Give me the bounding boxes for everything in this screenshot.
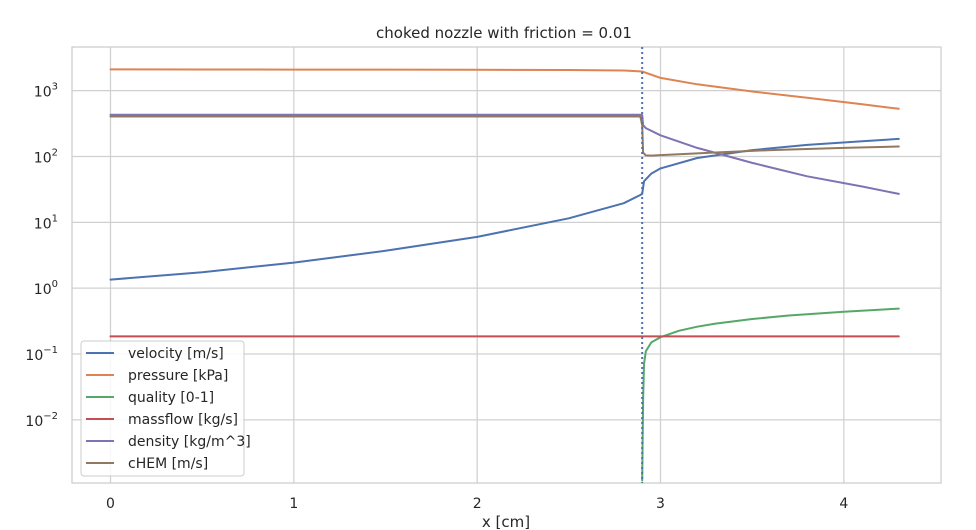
- y-tick-label: 103: [34, 82, 58, 101]
- series-line-2: [109, 68, 900, 110]
- y-tick-label: 10−2: [25, 411, 58, 430]
- x-tick-label: 3: [656, 496, 665, 512]
- x-gridlines: [109, 47, 845, 483]
- y-tick-label: 10−1: [25, 345, 58, 364]
- legend: velocity [m/s] pressure [kPa] quality [0-1…: [80, 340, 251, 477]
- x-tick-label: 1: [289, 496, 298, 512]
- plot-frame: [71, 46, 942, 484]
- y-tick-labels: 10−2 10−1 100 101 102 103: [25, 82, 58, 430]
- x-tick-label: 4: [839, 496, 848, 512]
- legend-label: velocity [m/s]: [128, 346, 224, 362]
- legend-label: cHEM [m/s]: [128, 456, 208, 472]
- x-tick-label: 0: [106, 496, 115, 512]
- series-line-6: [109, 115, 900, 157]
- x-tick-labels: 0 1 2 3 4: [106, 496, 848, 512]
- series-line-3: [641, 307, 900, 482]
- y-tick-label: 101: [34, 213, 58, 232]
- y-tick-label: 102: [34, 147, 58, 166]
- legend-label: massflow [kg/s]: [128, 412, 238, 428]
- legend-label: quality [0-1]: [128, 390, 214, 406]
- chart-title: choked nozzle with friction = 0.01: [376, 24, 632, 42]
- y-tick-label: 100: [34, 279, 58, 298]
- series-line-5: [109, 113, 900, 195]
- x-axis-label: x [cm]: [482, 513, 530, 530]
- legend-box: [80, 340, 245, 477]
- legend-label: pressure [kPa]: [128, 368, 228, 384]
- legend-label: density [kg/m^3]: [128, 434, 251, 450]
- x-tick-label: 2: [473, 496, 482, 512]
